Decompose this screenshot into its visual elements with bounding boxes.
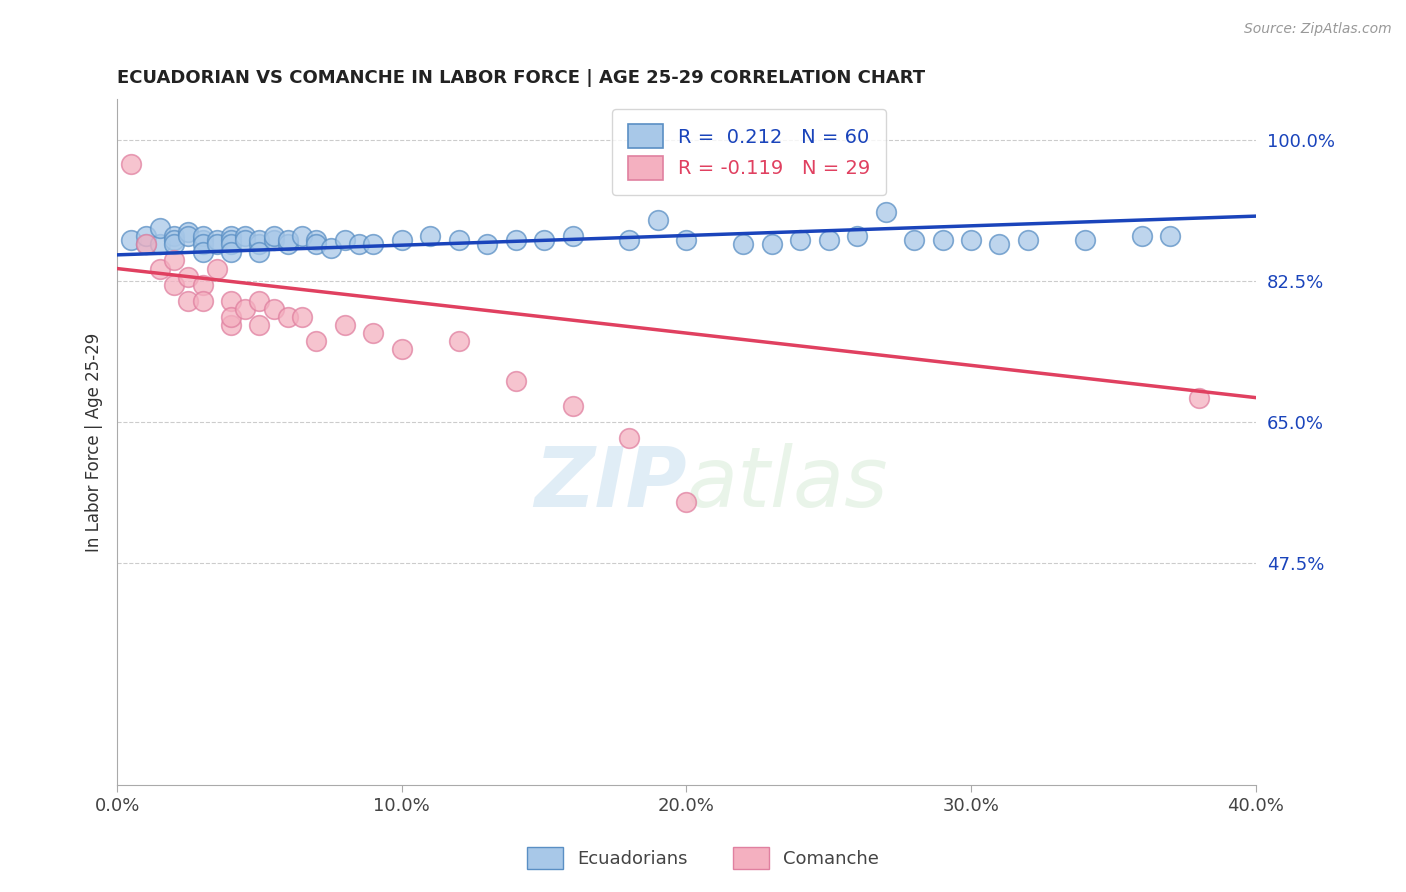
Point (931, 233, 953, 247)
Point (477, 237, 499, 252)
Point (319, 241, 342, 255)
Point (347, 237, 370, 252)
Point (875, 205, 897, 219)
Text: Source: ZipAtlas.com: Source: ZipAtlas.com (1244, 22, 1392, 37)
Point (205, 261, 228, 276)
Point (789, 233, 811, 247)
Point (219, 233, 242, 247)
Point (263, 233, 285, 247)
Point (163, 229, 186, 244)
Legend: R =  0.212   N = 60, R = -0.119   N = 29: R = 0.212 N = 60, R = -0.119 N = 29 (612, 109, 886, 195)
Point (447, 233, 470, 247)
Point (191, 277, 214, 292)
Point (233, 233, 256, 247)
Point (1074, 233, 1097, 247)
Point (733, 237, 755, 252)
Y-axis label: In Labor Force | Age 25-29: In Labor Force | Age 25-29 (86, 333, 103, 551)
Point (1017, 233, 1039, 247)
Point (561, 399, 583, 413)
Point (163, 237, 186, 252)
Point (363, 326, 385, 340)
Point (120, 157, 142, 171)
Point (419, 229, 441, 244)
Point (817, 233, 839, 247)
Point (249, 237, 271, 252)
Text: atlas: atlas (686, 442, 889, 524)
Point (1188, 391, 1211, 405)
Point (249, 318, 271, 332)
Point (1159, 229, 1181, 244)
Point (903, 233, 925, 247)
Point (219, 318, 242, 332)
Point (149, 221, 172, 235)
Point (619, 431, 641, 445)
Point (249, 293, 271, 308)
Point (135, 229, 157, 244)
Point (219, 310, 242, 324)
Point (163, 233, 186, 247)
Point (219, 293, 242, 308)
Point (191, 245, 214, 260)
Point (135, 237, 157, 252)
Point (219, 229, 242, 244)
Text: ZIP: ZIP (534, 442, 686, 524)
Point (177, 269, 200, 284)
Point (149, 237, 172, 252)
Point (533, 233, 555, 247)
Point (191, 233, 214, 247)
Point (333, 318, 356, 332)
Point (219, 245, 242, 260)
Point (219, 237, 242, 252)
Point (291, 310, 314, 324)
Point (363, 237, 385, 252)
Point (391, 233, 413, 247)
Point (988, 237, 1011, 252)
Point (447, 334, 470, 348)
Point (505, 233, 527, 247)
Point (675, 233, 697, 247)
Point (263, 229, 285, 244)
Point (120, 233, 142, 247)
Point (191, 229, 214, 244)
Point (277, 233, 299, 247)
Point (177, 229, 200, 244)
Point (191, 237, 214, 252)
Point (305, 334, 328, 348)
Point (277, 310, 299, 324)
Point (163, 253, 186, 268)
Point (305, 237, 328, 252)
Point (1130, 229, 1153, 244)
Text: ECUADORIAN VS COMANCHE IN LABOR FORCE | AGE 25-29 CORRELATION CHART: ECUADORIAN VS COMANCHE IN LABOR FORCE | … (117, 69, 925, 87)
Point (233, 301, 256, 316)
Point (249, 245, 271, 260)
Legend: Ecuadorians, Comanche: Ecuadorians, Comanche (517, 838, 889, 879)
Point (291, 229, 314, 244)
Point (619, 233, 641, 247)
Point (305, 233, 328, 247)
Point (561, 229, 583, 244)
Point (177, 293, 200, 308)
Point (647, 213, 669, 227)
Point (761, 237, 783, 252)
Point (263, 301, 285, 316)
Point (191, 293, 214, 308)
Point (505, 375, 527, 389)
Point (149, 261, 172, 276)
Point (135, 237, 157, 252)
Point (277, 237, 299, 252)
Point (249, 233, 271, 247)
Point (163, 277, 186, 292)
Point (846, 229, 869, 244)
Point (205, 237, 228, 252)
Point (333, 233, 356, 247)
Point (233, 229, 256, 244)
Point (391, 342, 413, 356)
Point (675, 495, 697, 509)
Point (177, 225, 200, 239)
Point (205, 233, 228, 247)
Point (960, 233, 983, 247)
